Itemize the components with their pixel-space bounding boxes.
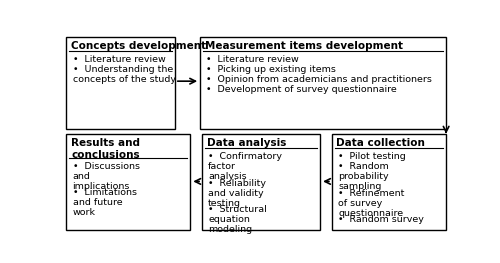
Text: Concepts development: Concepts development	[71, 41, 206, 51]
Text: •  Confirmatory
factor
analysis: • Confirmatory factor analysis	[208, 152, 282, 181]
Text: •  Refinement
of survey
questionnaire: • Refinement of survey questionnaire	[338, 189, 404, 218]
Text: Data analysis: Data analysis	[206, 138, 286, 148]
Bar	[200, 37, 446, 129]
Text: •  Opinion from academicians and practitioners: • Opinion from academicians and practiti…	[206, 75, 432, 84]
Text: •  Literature review: • Literature review	[206, 55, 299, 64]
Text: •  Understanding the
concepts of the study: • Understanding the concepts of the stud…	[72, 65, 176, 84]
Text: Data collection: Data collection	[336, 138, 426, 148]
Text: •  Random
probability
sampling: • Random probability sampling	[338, 162, 389, 191]
Text: •  Development of survey questionnaire: • Development of survey questionnaire	[206, 85, 397, 94]
Text: Results and
conclusions: Results and conclusions	[71, 138, 140, 160]
Text: •  Picking up existing items: • Picking up existing items	[206, 65, 336, 74]
Text: •  Literature review: • Literature review	[72, 55, 166, 64]
Text: •  Structural
equation
modeling: • Structural equation modeling	[208, 205, 267, 234]
Bar	[332, 134, 446, 230]
Bar	[66, 134, 190, 230]
Text: •  Random survey: • Random survey	[338, 215, 424, 224]
Text: •  Pilot testing: • Pilot testing	[338, 152, 406, 161]
Bar	[66, 37, 175, 129]
Text: •  Discussions
and
implications: • Discussions and implications	[72, 161, 140, 191]
Bar	[202, 134, 320, 230]
Text: Measurement items development: Measurement items development	[204, 41, 402, 51]
Text: •  Limitations
and future
work: • Limitations and future work	[72, 188, 136, 218]
Text: •  Reliability
and validity
testing: • Reliability and validity testing	[208, 179, 266, 208]
